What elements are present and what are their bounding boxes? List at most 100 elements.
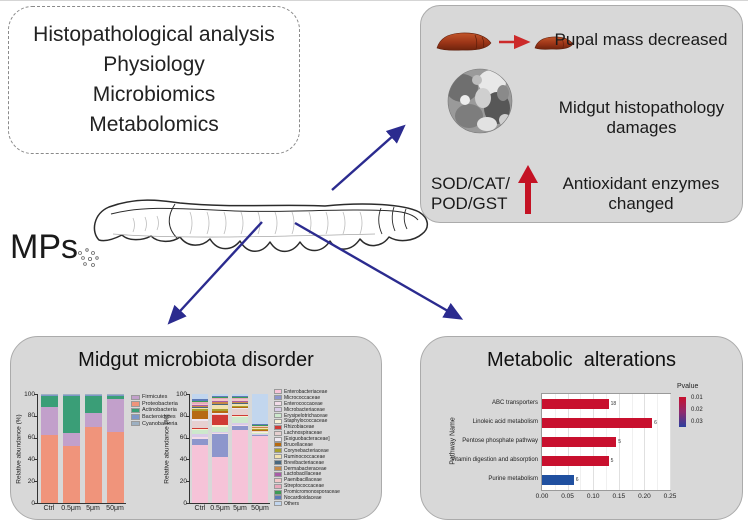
legend-swatch xyxy=(274,477,282,483)
legend-label: Proteobacteria xyxy=(142,400,178,407)
bar-segment xyxy=(232,408,248,409)
y-tick-mark xyxy=(34,459,37,461)
microplastic-particles-icon xyxy=(78,248,99,267)
y-tick-mark xyxy=(34,481,37,483)
legend-item: Dermabacteraceae xyxy=(274,466,340,472)
bar-segment xyxy=(252,394,268,424)
bar-segment xyxy=(192,400,208,402)
larva-body-outline xyxy=(93,199,428,253)
y-tick-mark xyxy=(34,394,37,395)
histopathology-text: Midgut histopathology damages xyxy=(558,98,725,137)
bar-segment xyxy=(232,399,248,401)
y-tick-label: 60 xyxy=(179,434,187,442)
bar-segment xyxy=(85,395,102,397)
bar-segment xyxy=(212,401,228,404)
bar-segment xyxy=(192,419,208,421)
x-tick-label: 0.25 xyxy=(663,493,677,500)
bar-segment xyxy=(192,394,208,400)
pathway-category-label: Pentose phosphate pathway xyxy=(462,438,538,444)
bar-segment xyxy=(252,431,268,433)
bar-segment xyxy=(232,416,248,424)
grid-line xyxy=(657,394,659,490)
legend-swatch xyxy=(274,418,282,424)
pathway-category-label: ABC transporters xyxy=(491,399,538,406)
bar-segment xyxy=(192,403,208,405)
bar-segment xyxy=(85,426,102,503)
y-tick-label: 60 xyxy=(27,434,35,442)
bar-segment xyxy=(252,433,268,435)
legend-label: Lachnospiraceae xyxy=(284,430,323,437)
bar-segment xyxy=(232,408,248,416)
bar-segment xyxy=(212,414,228,425)
pathway-count-label: 5 xyxy=(610,458,614,465)
bar-segment xyxy=(212,413,228,414)
legend-item: Firmicutes xyxy=(131,394,178,401)
bar-segment xyxy=(232,429,248,503)
y-tick-label: 100 xyxy=(24,390,35,398)
legend-swatch xyxy=(274,460,282,466)
bar-segment xyxy=(192,404,208,406)
metabolic-box: Metabolic alterations Pathway Name 18 ABC… xyxy=(420,336,743,520)
bar-segment xyxy=(192,420,208,429)
bar-segment xyxy=(192,445,208,503)
legend-swatch xyxy=(274,395,282,401)
legend-label: [Exiguobacteraceae] xyxy=(284,436,330,443)
legend-label: Streptococcaceae xyxy=(284,483,325,490)
y-tick-mark xyxy=(186,459,189,461)
bar-segment xyxy=(212,399,228,401)
legend-label: Lactobacillaceae xyxy=(284,471,322,478)
pathway-category-label: Linoleic acid metabolism xyxy=(472,418,538,425)
bar-segment xyxy=(107,394,124,396)
legend-label: Firmicutes xyxy=(142,394,168,401)
bar-segment xyxy=(232,401,248,403)
x-tick-label: 5μm xyxy=(233,505,247,512)
y-tick-label: 100 xyxy=(176,390,187,398)
antioxidant-text: Antioxidant enzymes changed xyxy=(562,174,720,213)
bar-segment xyxy=(232,400,248,402)
bar-segment xyxy=(252,426,268,427)
x-tick-label: Ctrl xyxy=(43,505,55,512)
legend-item: Micrococcaceae xyxy=(274,395,340,401)
bar-segment xyxy=(192,401,208,404)
legend-swatch xyxy=(274,466,282,472)
pvalue-tick-1: 0.01 xyxy=(691,395,703,401)
bar-segment xyxy=(85,394,102,396)
bar-segment xyxy=(232,415,248,416)
bar-segment xyxy=(252,426,268,428)
pvalue-legend-title: Pvalue xyxy=(677,383,699,390)
bar-segment xyxy=(212,398,228,400)
pupal-mass-text: Pupal mass decreased xyxy=(554,30,728,49)
x-tick-label: 50μm xyxy=(251,505,269,512)
legend-swatch xyxy=(131,407,140,414)
large-pupa-icon xyxy=(436,32,492,51)
pathway-enrichment-chart: Pathway Name 18 ABC transporters 6 Linoleic… xyxy=(421,337,744,521)
bar-segment xyxy=(107,432,124,503)
pathway-count-label: 6 xyxy=(654,419,657,426)
bar-segment xyxy=(252,432,268,434)
larva-drawing xyxy=(93,199,428,253)
bar-segment xyxy=(252,435,268,503)
enzyme-names-text: SOD/CAT/ POD/GST xyxy=(431,174,511,213)
legend-item: Proteobacteria xyxy=(131,401,178,408)
bar-segment xyxy=(107,395,124,400)
family-y-axis-label: Relative abundance (%) xyxy=(163,414,171,484)
microbiota-box: Midgut microbiota disorder Relative abun… xyxy=(10,336,382,520)
bar-segment xyxy=(192,407,208,409)
midgut-histology-image xyxy=(447,68,513,134)
bar-segment xyxy=(212,426,228,433)
legend-item: Actinobacteria xyxy=(131,407,178,414)
metabolic-title: Metabolic alterations xyxy=(487,349,676,371)
bar-segment xyxy=(212,397,228,399)
pvalue-tick-2: 0.02 xyxy=(691,407,703,413)
legend-label: Brucellaceae xyxy=(284,441,313,448)
y-tick-mark xyxy=(186,481,189,483)
bar-segment xyxy=(41,396,58,408)
legend-item: Paenibacillaceae xyxy=(274,477,340,483)
bar-segment xyxy=(252,430,268,432)
legend-label: Enterobacteriaceae xyxy=(284,388,328,395)
legend-swatch xyxy=(274,442,282,448)
legend-item: Enterobacteriaceae xyxy=(274,389,340,395)
pvalue-gradient-bar xyxy=(679,397,686,427)
bar-segment xyxy=(252,424,268,425)
bar-segment xyxy=(232,402,248,404)
